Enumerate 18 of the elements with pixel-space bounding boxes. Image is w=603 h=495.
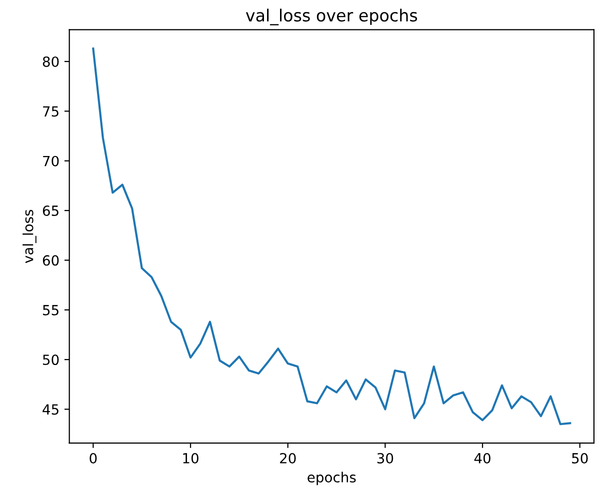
x-axis-title: epochs (308, 472, 356, 486)
y-tick-label: 70 (43, 156, 59, 166)
line-series (92, 48, 572, 426)
y-tick-label: 80 (42, 56, 59, 67)
y-tick-label: 55 (43, 305, 58, 316)
x-tick-label: 20 (280, 452, 296, 464)
y-axis-title: val_loss (22, 210, 36, 264)
y-tick-label: 75 (43, 106, 58, 117)
y-tick-label: 45 (42, 404, 58, 415)
chart-title: val_loss over epochs (246, 8, 418, 26)
y-tick-label: 65 (42, 206, 58, 216)
x-tick-label: 0 (90, 452, 97, 464)
y-tick-label: 50 (43, 354, 59, 366)
y-tick-label: 60 (42, 255, 59, 266)
x-tick-label: 50 (572, 452, 588, 464)
x-tick-label: 40 (474, 452, 490, 464)
x-tick-label: 10 (183, 452, 198, 464)
x-tick-label: 30 (377, 452, 394, 464)
